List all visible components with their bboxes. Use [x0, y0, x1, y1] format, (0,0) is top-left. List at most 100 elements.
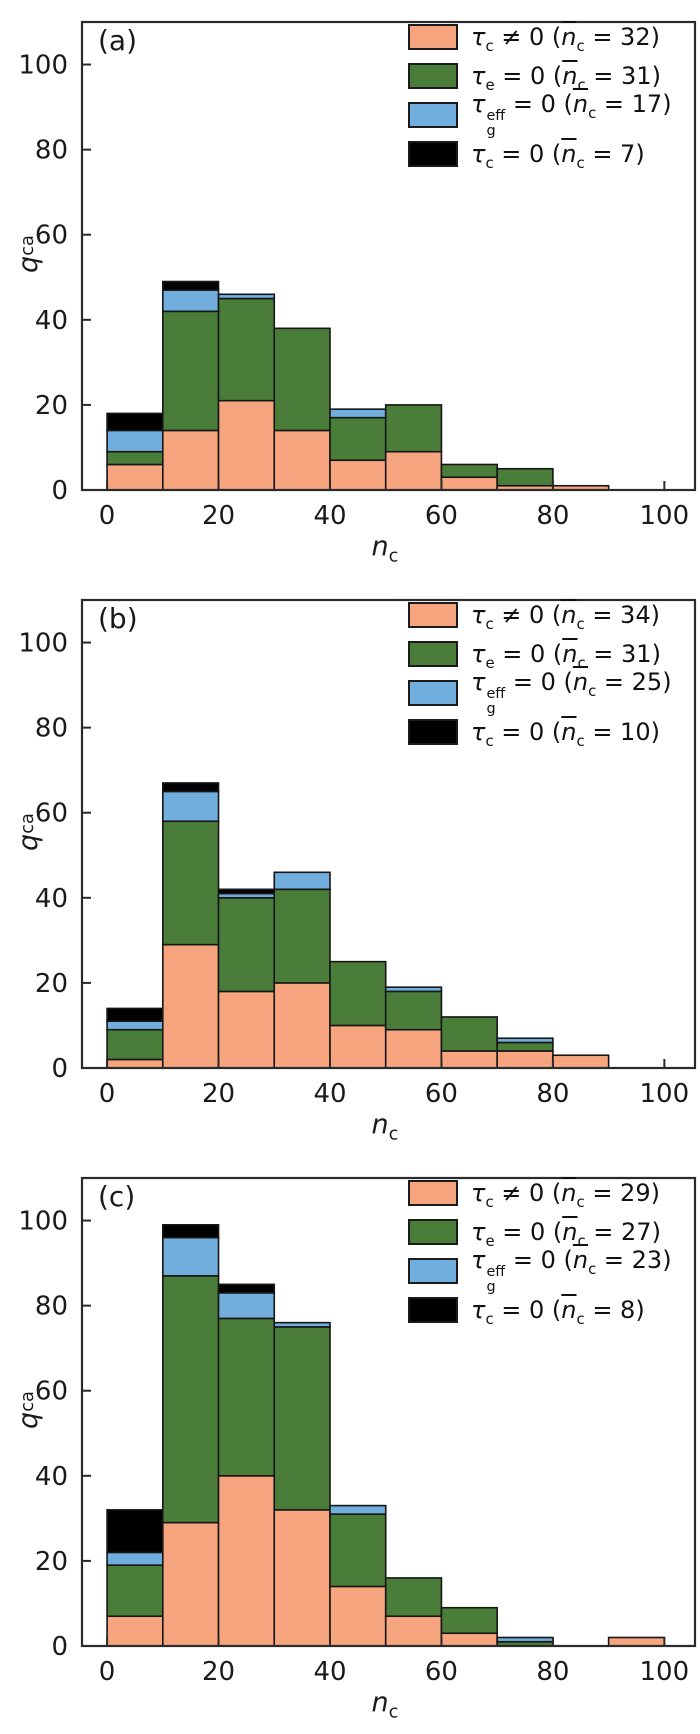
bar-tau_e_eq_0-bin7: [496, 1041, 554, 1052]
x-tick-label: 100: [640, 1079, 690, 1109]
bar-tau_e_eq_0-bin4: [329, 960, 387, 1027]
bar-tau_g_eff_eq_0-bin3: [273, 871, 331, 891]
bar-tau_g_eff_eq_0-bin2: [217, 293, 276, 300]
plot-box: [80, 1176, 697, 1648]
y-label-symbol: q: [12, 833, 44, 851]
legend-label-tau_c_ne_0: τc ≠ 0 (nc = 34): [471, 600, 660, 633]
x-label-subscript: c: [388, 1701, 399, 1723]
tau-sup-sub: eff g: [486, 685, 506, 717]
y-axis-label-b: q ca: [12, 813, 44, 851]
x-label-symbol: n: [371, 1109, 389, 1140]
x-tick-label: 100: [640, 1657, 690, 1687]
legend-a: τc ≠ 0 (nc = 32) τe = 0 (nc = 31) τ eff g = …: [408, 22, 672, 178]
bar-tau_c_eq_0-bin1: [162, 1224, 220, 1239]
y-tick-label: 20: [35, 1547, 68, 1577]
bar-tau_c_ne_0-bin1: [162, 429, 220, 491]
tau-symbol: τ: [471, 639, 486, 668]
n-subscript: c: [588, 103, 597, 122]
bar-tau_e_eq_0-bin5: [384, 404, 443, 453]
n-bar-symbol: n: [562, 61, 578, 90]
bar-tau_e_eq_0-bin7: [496, 467, 554, 487]
n-subscript: c: [576, 36, 585, 55]
bar-tau_c_ne_0-bin4: [329, 1585, 387, 1647]
legend-item-tau_g_eff_eq_0: τ eff g = 0 (nc = 23): [408, 1246, 672, 1295]
bar-tau_e_eq_0-bin5: [384, 990, 443, 1031]
plot-box: [80, 598, 697, 1070]
y-tick-label: 40: [35, 306, 68, 336]
bar-tau_e_eq_0-bin6: [440, 463, 498, 479]
bar-tau_e_eq_0-bin3: [273, 888, 331, 984]
legend-item-tau_c_eq_0: τc = 0 (nc = 7): [408, 139, 672, 172]
legend-label-tau_g_eff_eq_0: τ eff g = 0 (nc = 17): [471, 89, 672, 139]
y-tick-label: 20: [35, 969, 68, 999]
bar-tau_c_ne_0-bin6: [440, 476, 498, 491]
n-subscript: c: [576, 1309, 585, 1328]
x-tick-label: 80: [536, 1079, 569, 1109]
bar-tau_g_eff_eq_0-bin0: [106, 1020, 164, 1031]
x-label-subscript: c: [388, 545, 399, 567]
bar-tau_c_eq_0-bin0: [106, 1509, 164, 1554]
legend-label-tau_c_eq_0: τc = 0 (nc = 8): [471, 1295, 645, 1328]
bar-tau_g_eff_eq_0-bin4: [329, 408, 387, 419]
legend-item-tau_c_ne_0: τc ≠ 0 (nc = 29): [408, 1178, 672, 1209]
bar-tau_e_eq_0-bin1: [162, 1275, 220, 1524]
y-tick-label: 100: [18, 51, 68, 81]
bar-tau_c_ne_0-bin4: [329, 459, 387, 491]
n-subscript: c: [576, 731, 585, 750]
y-axis-label-a: q ca: [12, 235, 44, 273]
bar-tau_e_eq_0-bin1: [162, 820, 220, 946]
tau-symbol: τ: [471, 89, 486, 118]
tau-subscript: c: [485, 1309, 494, 1328]
n-subscript: c: [576, 614, 585, 633]
bar-tau_c_ne_0-bin2: [217, 1475, 276, 1647]
tau-symbol: τ: [471, 1245, 486, 1274]
bar-tau_c_ne_0-bin0: [106, 1615, 164, 1647]
n-bar-symbol: n: [562, 1217, 578, 1246]
legend-label-tau_c_ne_0: τc ≠ 0 (nc = 32): [471, 22, 660, 55]
legend-item-tau_e_eq_0: τe = 0 (nc = 27): [408, 1217, 672, 1248]
bar-tau_g_eff_eq_0-bin0: [106, 1551, 164, 1566]
legend-label-tau_c_eq_0: τc = 0 (nc = 10): [471, 717, 660, 750]
bar-tau_g_eff_eq_0-bin2: [217, 1292, 276, 1320]
bar-tau_c_ne_0-bin5: [384, 1028, 443, 1069]
n-bar-symbol: n: [561, 717, 577, 746]
legend-c: τc ≠ 0 (nc = 29) τe = 0 (nc = 27) τ eff g = …: [408, 1178, 672, 1334]
bar-tau_e_eq_0-bin2: [217, 1317, 276, 1477]
x-tick-label: 20: [202, 1657, 235, 1687]
legend-swatch-tau_g_eff_eq_0: [408, 101, 458, 128]
y-tick-label: 40: [35, 884, 68, 914]
tau-subscript: c: [485, 731, 494, 750]
bar-tau_e_eq_0-bin4: [329, 416, 387, 462]
tau-symbol: τ: [471, 139, 486, 168]
legend-label-tau_c_eq_0: τc = 0 (nc = 7): [471, 139, 645, 172]
chart-a-svg: 0 20 40 60 80 100 0 20 40 60 80 100: [18, 20, 697, 531]
y-label-symbol: q: [12, 1411, 44, 1429]
legend-swatch-tau_c_eq_0: [408, 1296, 458, 1323]
bar-tau_c_ne_0-bin1: [162, 943, 220, 1069]
n-subscript: c: [588, 681, 597, 700]
bar-tau_c_ne_0-bin2: [217, 990, 276, 1069]
legend-swatch-tau_e_eq_0: [408, 62, 458, 89]
n-bar-symbol: n: [572, 1245, 589, 1274]
x-tick-label: 0: [99, 1079, 116, 1109]
bar-tau_e_eq_0-bin0: [106, 450, 164, 466]
x-tick-label: 0: [99, 501, 116, 531]
tau-subscript: e: [485, 653, 495, 672]
legend-swatch-tau_c_ne_0: [408, 23, 458, 50]
bar-tau_c_ne_0-bin5: [384, 450, 443, 491]
tau-symbol: τ: [471, 717, 486, 746]
legend-swatch-tau_g_eff_eq_0: [408, 1257, 458, 1284]
bar-tau_c_eq_0-bin0: [106, 1007, 164, 1023]
tau-symbol: τ: [471, 1178, 486, 1207]
bar-tau_e_eq_0-bin6: [440, 1016, 498, 1052]
tau-symbol: τ: [471, 22, 486, 51]
n-bar-symbol: n: [561, 139, 577, 168]
y-tick-label: 60: [35, 1377, 68, 1407]
y-tick-label: 0: [51, 1054, 68, 1084]
bar-tau_c_ne_0-bin0: [106, 1058, 164, 1069]
legend-item-tau_e_eq_0: τe = 0 (nc = 31): [408, 61, 672, 92]
x-tick-label: 40: [313, 1657, 346, 1687]
x-axis-label-a: nc: [285, 531, 485, 565]
bar-tau_g_eff_eq_0-bin1: [162, 790, 220, 823]
bar-tau_g_eff_eq_0-bin3: [273, 1321, 331, 1328]
